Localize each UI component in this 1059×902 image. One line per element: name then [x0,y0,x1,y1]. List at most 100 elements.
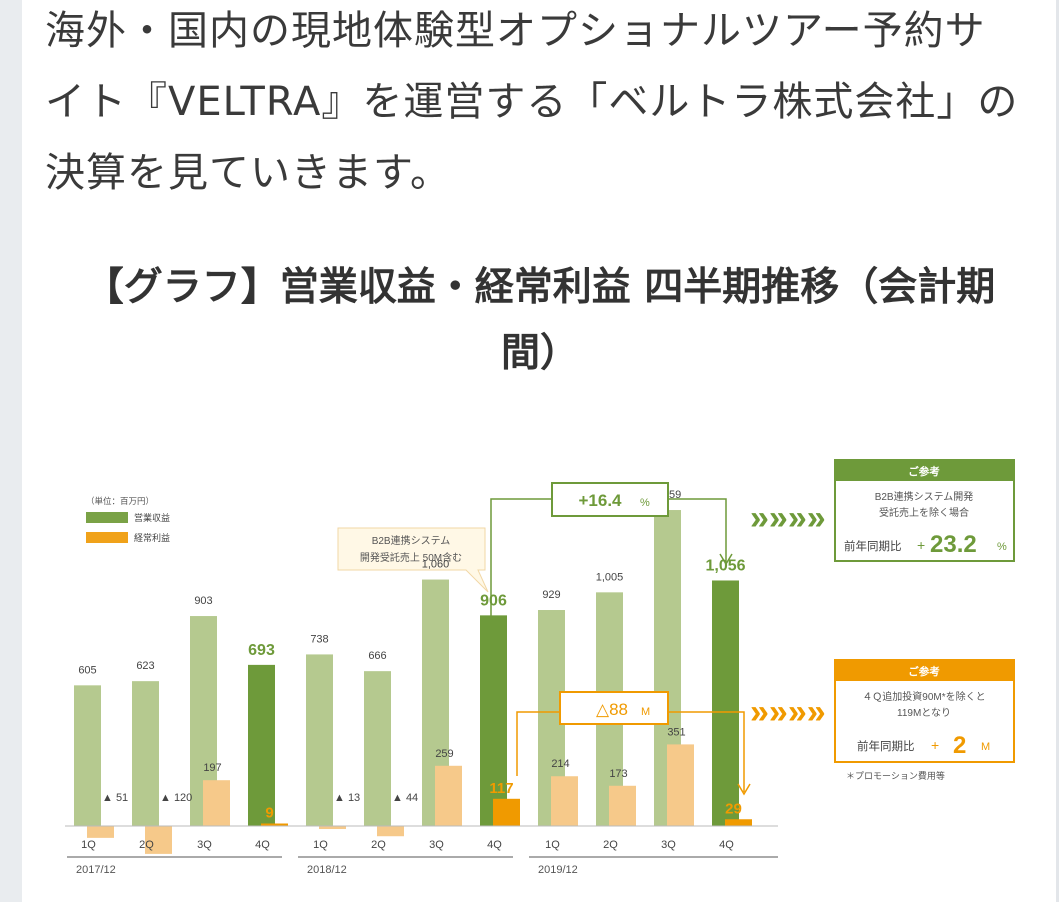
ref-box-text: ４Ｑ追加投資90M*を除くと [862,690,985,703]
x-tick-label: 2Q [603,839,618,851]
legend-swatch-revenue [86,512,128,523]
reference-box-profit: ご参考 ４Ｑ追加投資90M*を除くと 119Mとなり 前年同期比 + 2 M [834,659,1015,763]
delta-bracket-line [516,711,560,776]
profit-bar [493,798,520,826]
left-margin-rail [0,0,22,902]
revenue-value-label: 623 [136,660,154,672]
ref-box-header: ご参考 [908,465,940,478]
ref-box-sign: + [931,737,939,753]
revenue-value-label: 605 [78,664,96,676]
profit-value-label: 9 [265,805,273,822]
legend-label-revenue: 営業収益 [134,512,170,523]
revenue-value-label: 738 [310,633,328,645]
quarterly-revenue-profit-chart: （単位：百万円） 営業収益 経常利益 B2B連携システム 開発受託売上 50M含… [65,459,1015,876]
profit-value-label: ▲ 120 [160,792,192,804]
right-scrollbar-track [1056,0,1059,902]
ref-box-prefix: 前年同期比 [857,739,915,753]
b2b-callout-bubble: B2B連携システム 開発受託売上 50M含む [337,527,489,593]
revenue-value-label: 1,056 [705,557,745,574]
ref-box-header-bg [835,460,1014,481]
period-label: 2018/12 [307,864,347,876]
profit-value-label: 259 [435,748,453,760]
revenue-bar [306,654,333,826]
revenue-bar [480,615,507,826]
revenue-value-label: 666 [368,650,386,662]
profit-value-label: ▲ 51 [102,792,128,804]
growth-box [551,482,669,517]
growth-arrow-head [719,553,733,566]
growth-bracket-line [668,498,727,562]
profit-value-label: ▲ 13 [334,792,360,804]
callout-text: 開発受託売上 50M含む [360,551,462,564]
callout-text: B2B連携システム [372,534,451,547]
x-tick-label: 4Q [255,839,270,851]
growth-bracket-line [490,498,552,636]
ref-box-value: 2 [953,732,966,759]
profit-bar [551,776,578,826]
profit-delta-unit: M [641,706,650,718]
profit-value-label: 173 [609,768,627,780]
footnote: ＊プロモーション費用等 [846,770,945,781]
profit-bar [87,826,114,838]
x-tick-label: 1Q [545,839,560,851]
legend-swatch-profit [86,532,128,543]
heading-line: 【グラフ】営業収益・経常利益 四半期推移（会計期 [84,265,996,310]
period-label: 2017/12 [76,864,116,876]
revenue-growth-annotation: +16.4 % [490,482,733,636]
revenue-value-label: 929 [542,589,560,601]
revenue-bar [712,580,739,826]
profit-value-label: 117 [489,780,513,797]
x-tick-label: 3Q [197,839,212,851]
ref-box-value: 23.2 [930,531,977,558]
green-chevron-arrows: »»»» [750,499,826,537]
profit-value-label: ▲ 44 [392,792,418,804]
profit-bar [261,823,288,826]
profit-value-label: 197 [203,762,221,774]
profit-bar [609,785,636,826]
ref-box-text: 119Mとなり [897,707,951,719]
revenue-value-label: 1,005 [596,571,624,583]
ref-box-sign: + [917,537,925,553]
x-tick-label: 2Q [371,839,386,851]
revenue-growth-unit: % [640,497,650,509]
profit-value-label: 214 [551,758,569,770]
period-label: 2019/12 [538,864,578,876]
heading-line: 間） [500,331,579,376]
revenue-growth-value: +16.4 [578,491,622,510]
revenue-bar [132,681,159,826]
revenue-bar [364,671,391,826]
revenue-value-label: 906 [480,592,507,609]
profit-value-label: 29 [725,800,742,817]
chart-section-heading: 【グラフ】営業収益・経常利益 四半期推移（会計期 間） [40,255,1040,387]
x-tick-label: 2Q [139,839,154,851]
delta-bracket-line [668,711,745,792]
chart-legend: （単位：百万円） 営業収益 経常利益 [86,496,170,543]
intro-line: 海外・国内の現地体験型オプショナルツアー予約サ [45,8,986,54]
profit-bar [435,765,462,826]
unit-label: （単位：百万円） [86,496,154,506]
x-tick-label: 4Q [487,839,502,851]
legend-label-profit: 経常利益 [134,532,170,543]
orange-chevron-arrows: »»»» [750,693,826,731]
revenue-value-label: 903 [194,595,212,607]
chart-x-axis: 1Q 2Q 3Q 4Q 1Q 2Q 3Q 4Q 1Q 2Q 3Q 4Q 2017/12 2018/12 20… [67,839,778,876]
revenue-value-label: 693 [248,642,275,659]
profit-bar [319,826,346,830]
profit-bar [725,819,752,826]
article-intro-paragraph: 海外・国内の現地体験型オプショナルツアー予約サ イト『VELTRA』を運営する「… [45,0,1045,209]
reference-box-revenue: ご参考 B2B連携システム開発 受託売上を除く場合 前年同期比 + 23.2 % [834,459,1015,562]
ref-box-text: B2B連携システム開発 [875,490,974,503]
x-tick-label: 3Q [429,839,444,851]
x-tick-label: 3Q [661,839,676,851]
x-tick-label: 4Q [719,839,734,851]
profit-bar [377,826,404,837]
revenue-value-label: 1,060 [422,559,450,571]
intro-line: 決算を見ていきます。 [45,150,451,196]
ref-box-unit: M [981,741,990,753]
intro-line: イト『VELTRA』を運営する「ベルトラ株式会社」の [45,79,1019,125]
profit-delta-annotation: △88 M [516,691,751,796]
chart-value-labels: 605 ▲ 51 623 ▲ 120 903 197 693 9 738 ▲ 13 666 ▲ 44 1… [78,489,745,821]
x-tick-label: 1Q [81,839,96,851]
profit-bar [667,744,694,826]
profit-value-label: 351 [667,726,685,738]
